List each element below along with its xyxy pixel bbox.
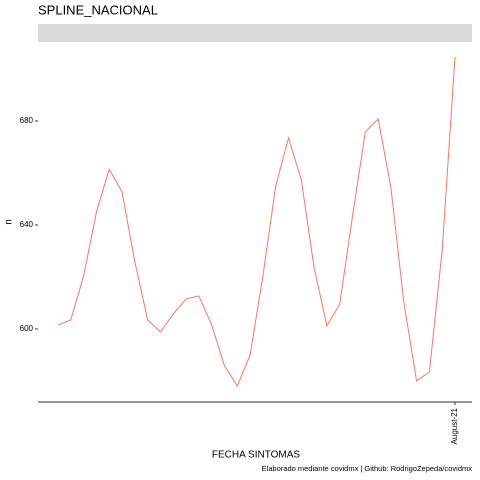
y-tick-label: 680: [20, 116, 34, 125]
facet-strip: [38, 24, 472, 42]
chart-title: SPLINE_NACIONAL: [38, 2, 158, 17]
x-axis-label: FECHA SINTOMAS: [212, 450, 300, 461]
y-axis-label: n: [4, 219, 15, 225]
x-tick-label: August-21: [450, 407, 459, 444]
line-series: [57, 57, 456, 388]
caption: Elaborado mediante covidmx | Github: Rod…: [262, 464, 473, 473]
y-tick-label: 600: [20, 324, 34, 333]
y-tick-label: 640: [20, 220, 34, 229]
